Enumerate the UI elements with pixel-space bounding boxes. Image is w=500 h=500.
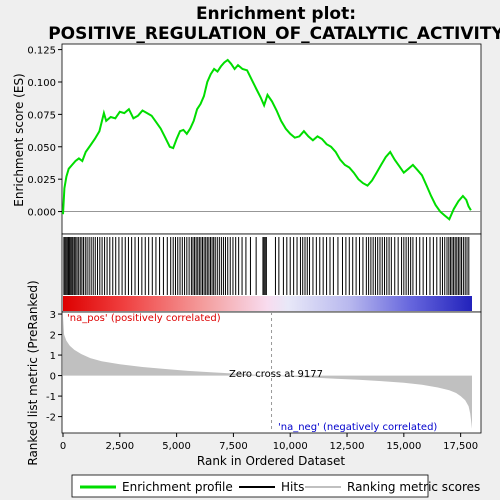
- es-y-tick-label: 0.000: [27, 208, 56, 219]
- legend-label-ranking: Ranking metric scores: [347, 480, 480, 494]
- xlabel: Rank in Ordered Dataset: [197, 454, 345, 468]
- neg-label: 'na_neg' (negatively correlated): [278, 422, 437, 433]
- x-tick-label: 0: [60, 441, 66, 452]
- x-tick-label: 15,000: [386, 441, 421, 452]
- x-tick-label: 12,500: [330, 441, 365, 452]
- es-y-tick-label: 0.050: [27, 143, 56, 154]
- pos-label: 'na_pos' (positively correlated): [67, 313, 221, 324]
- chart-title-line-1: Enrichment plot:: [196, 4, 356, 24]
- x-tick-label: 17,500: [443, 441, 478, 452]
- es-y-tick-label: 0.075: [27, 110, 56, 121]
- zero-cross-label: Zero cross at 9177: [229, 369, 323, 380]
- es-y-tick-label: 0.025: [27, 175, 56, 186]
- legend-label-hits: Hits: [281, 480, 304, 494]
- ranking-ylabel: Ranked list metric (PreRanked): [26, 280, 40, 465]
- ranking-heat-bar: [63, 296, 472, 311]
- x-tick-label: 7,500: [219, 441, 248, 452]
- es-y-tick-label: 0.125: [27, 46, 56, 57]
- rank-y-tick-label: 2: [50, 331, 56, 342]
- rank-y-tick-label: 1: [50, 351, 56, 362]
- rank-y-tick-label: 0: [50, 372, 56, 383]
- rank-y-tick-label: 3: [50, 310, 56, 321]
- x-tick-label: 2,500: [105, 441, 134, 452]
- rank-y-tick-label: -2: [46, 413, 56, 424]
- es-ylabel: Enrichment score (ES): [12, 73, 26, 206]
- x-tick-label: 5,000: [162, 441, 191, 452]
- legend-label-enrichment: Enrichment profile: [122, 480, 233, 494]
- es-y-tick-label: 0.100: [27, 78, 56, 89]
- chart-title-line-2: POSITIVE_REGULATION_OF_CATALYTIC_ACTIVIT…: [48, 24, 500, 44]
- x-tick-label: 10,000: [273, 441, 308, 452]
- rank-y-tick-label: -1: [46, 392, 56, 403]
- es-panel: [62, 44, 481, 234]
